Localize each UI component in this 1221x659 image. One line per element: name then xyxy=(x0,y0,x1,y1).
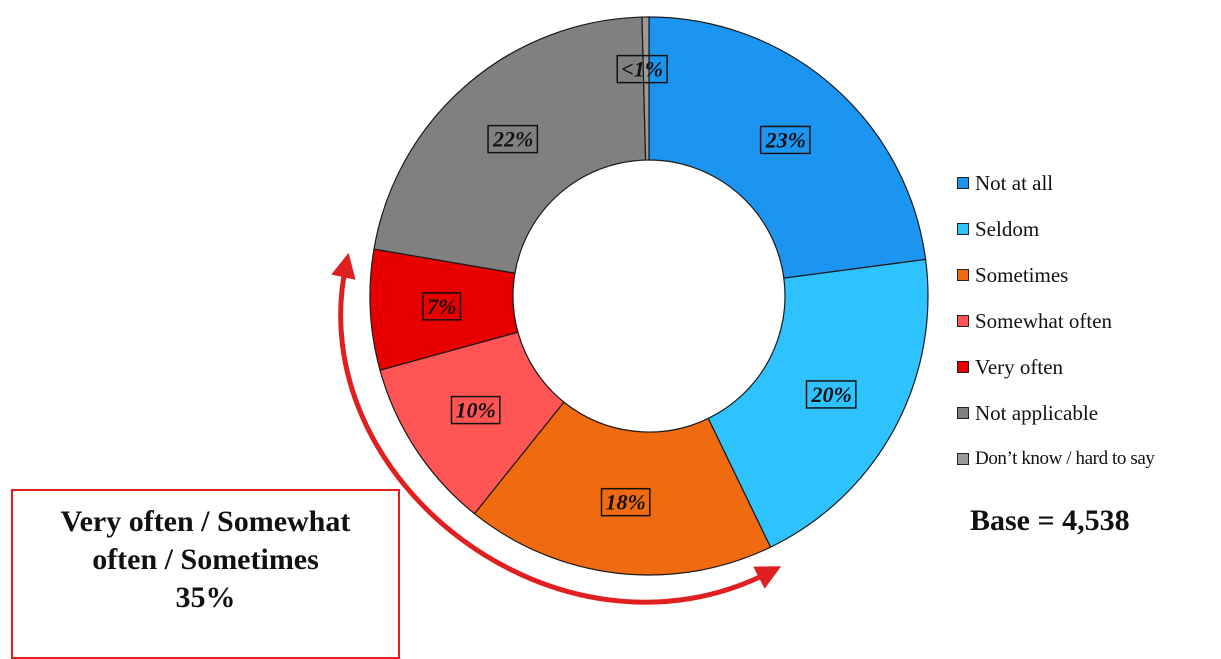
svg-text:7%: 7% xyxy=(427,294,456,319)
slice-not-applicable xyxy=(373,16,647,274)
legend-swatch xyxy=(957,269,969,281)
chart-legend: Not at all Seldom Sometimes Somewhat often V… xyxy=(957,160,1155,482)
callout-line-2: often / Sometimes xyxy=(92,543,319,576)
svg-text:20%: 20% xyxy=(810,382,851,407)
value-label-sometimes: 18% xyxy=(600,487,651,517)
legend-swatch xyxy=(957,453,969,465)
value-label-very-often: 7% xyxy=(422,292,462,321)
legend-item-seldom: Seldom xyxy=(957,206,1155,252)
svg-text:<1%: <1% xyxy=(621,57,663,82)
slice-don-t-know-hard-to-say xyxy=(641,16,650,161)
legend-item-not-applicable: Not applicable xyxy=(957,390,1155,436)
legend-swatch xyxy=(957,223,969,235)
callout-line-1: Very often / Somewhat xyxy=(60,505,351,538)
legend-label: Don’t know / hard to say xyxy=(975,448,1155,469)
legend-item-don-t-know-hard-to-say: Don’t know / hard to say xyxy=(957,436,1155,482)
legend-swatch xyxy=(957,361,969,373)
legend-item-very-often: Very often xyxy=(957,344,1155,390)
legend-label: Somewhat often xyxy=(975,308,1113,333)
slice-not-at-all xyxy=(648,16,927,279)
value-label-somewhat-often: 10% xyxy=(450,395,501,425)
callout-box: Very often / Somewhat often / Sometimes … xyxy=(11,489,400,659)
legend-item-somewhat-often: Somewhat often xyxy=(957,298,1155,344)
value-label-seldom: 20% xyxy=(805,380,857,409)
legend-label: Not applicable xyxy=(975,400,1099,425)
callout-value: 35% xyxy=(175,581,236,614)
legend-label: Seldom xyxy=(975,216,1040,241)
legend-item-not-at-all: Not at all xyxy=(957,160,1155,206)
donut-chart: 23% 20% 18% 10% 7% 22% <1% xyxy=(331,16,929,605)
legend-label: Not at all xyxy=(975,170,1054,195)
legend-label: Very often xyxy=(975,354,1064,379)
value-label-not-at-all: 23% xyxy=(759,125,811,155)
highlight-arrow xyxy=(331,252,782,605)
legend-swatch xyxy=(957,177,969,189)
legend-swatch xyxy=(957,407,969,419)
svg-text:23%: 23% xyxy=(765,127,806,152)
value-label-not-applicable: 22% xyxy=(487,124,539,154)
base-count: Base = 4,538 xyxy=(970,504,1130,537)
svg-text:10%: 10% xyxy=(455,398,495,423)
svg-text:22%: 22% xyxy=(492,127,533,152)
legend-swatch xyxy=(957,315,969,327)
legend-item-sometimes: Sometimes xyxy=(957,252,1155,298)
svg-text:18%: 18% xyxy=(606,490,646,515)
value-label-don-t-know-hard-to-say: <1% xyxy=(616,54,668,84)
legend-label: Sometimes xyxy=(975,262,1069,287)
